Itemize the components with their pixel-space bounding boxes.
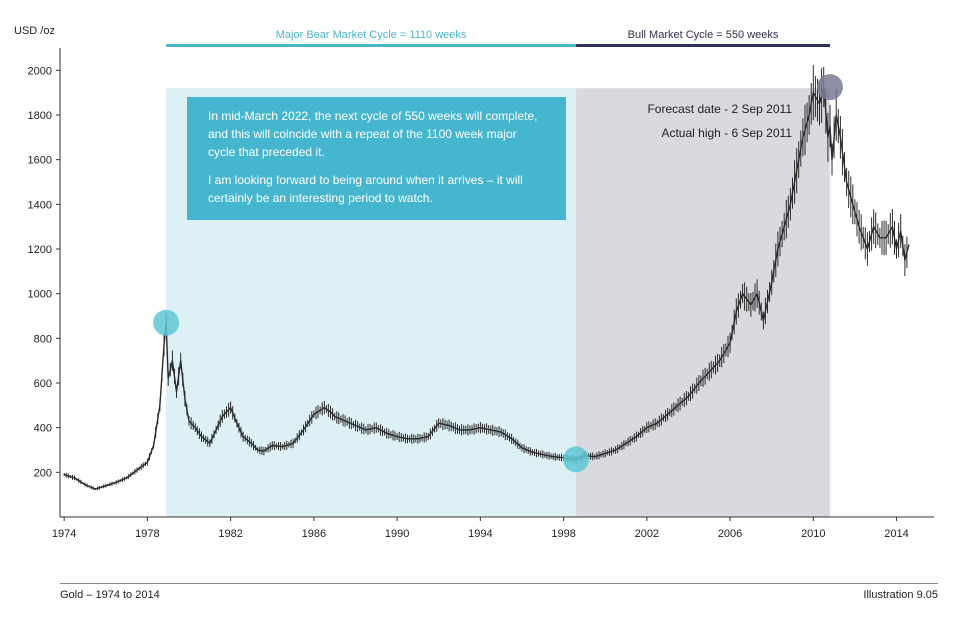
cycle-label-1: Bull Market Cycle = 550 weeks	[628, 29, 779, 41]
y-tick-label: 200	[34, 467, 52, 479]
y-tick-label: 400	[34, 423, 52, 435]
cycle-bands: Major Bear Market Cycle = 1110 weeks Bull…	[166, 29, 830, 47]
annotation-box: In mid-March 2022, the next cycle of 550…	[187, 97, 566, 220]
x-tick-label: 1978	[135, 528, 159, 540]
annotation-paragraph-1: In mid-March 2022, the next cycle of 550…	[208, 109, 538, 159]
y-tick-label: 1200	[28, 244, 52, 256]
annotation-paragraph-2: I am looking forward to being around whe…	[208, 173, 523, 205]
x-tick-label: 1974	[52, 528, 76, 540]
footer-caption: Gold – 1974 to 2014	[60, 589, 160, 601]
cycle-band-0	[166, 44, 577, 47]
illustration-number: Illustration 9.05	[863, 589, 938, 601]
x-tick-label: 1990	[385, 528, 409, 540]
y-tick-label: 1600	[28, 155, 52, 167]
cycle-label-0: Major Bear Market Cycle = 1110 weeks	[276, 29, 467, 41]
y-axis-label: USD /oz	[14, 25, 55, 37]
x-tick-label: 1998	[551, 528, 575, 540]
y-ticks: 200 400 600 800 1000 1200 1400 1600 1800 2000	[28, 65, 60, 479]
y-tick-label: 2000	[28, 65, 52, 77]
cycle-marker-1	[563, 446, 590, 473]
axes: USD /oz	[14, 25, 934, 518]
cycle-shade-1	[576, 88, 830, 517]
cycle-markers	[153, 74, 843, 473]
y-tick-label: 1400	[28, 199, 52, 211]
cycle-marker-2	[816, 74, 843, 101]
x-tick-label: 2002	[635, 528, 659, 540]
x-tick-label: 2010	[801, 528, 825, 540]
cycle-band-1	[576, 44, 830, 47]
y-tick-label: 1800	[28, 110, 52, 122]
footer-divider	[60, 583, 938, 584]
x-tick-label: 1982	[218, 528, 242, 540]
x-ticks: 1974 1978 1982 1986 1990 1994 1998 2002 2006 2010…	[52, 517, 909, 540]
actual-high-label: Actual high - 6 Sep 2011	[661, 126, 792, 140]
y-tick-label: 800	[34, 333, 52, 345]
x-tick-label: 1994	[468, 528, 492, 540]
y-tick-label: 600	[34, 378, 52, 390]
x-tick-label: 2006	[718, 528, 742, 540]
forecast-date-label: Forecast date - 2 Sep 2011	[647, 102, 792, 116]
x-tick-label: 2014	[884, 528, 908, 540]
x-tick-label: 1986	[302, 528, 326, 540]
y-tick-label: 1000	[28, 289, 52, 301]
cycle-marker-0	[153, 309, 180, 336]
